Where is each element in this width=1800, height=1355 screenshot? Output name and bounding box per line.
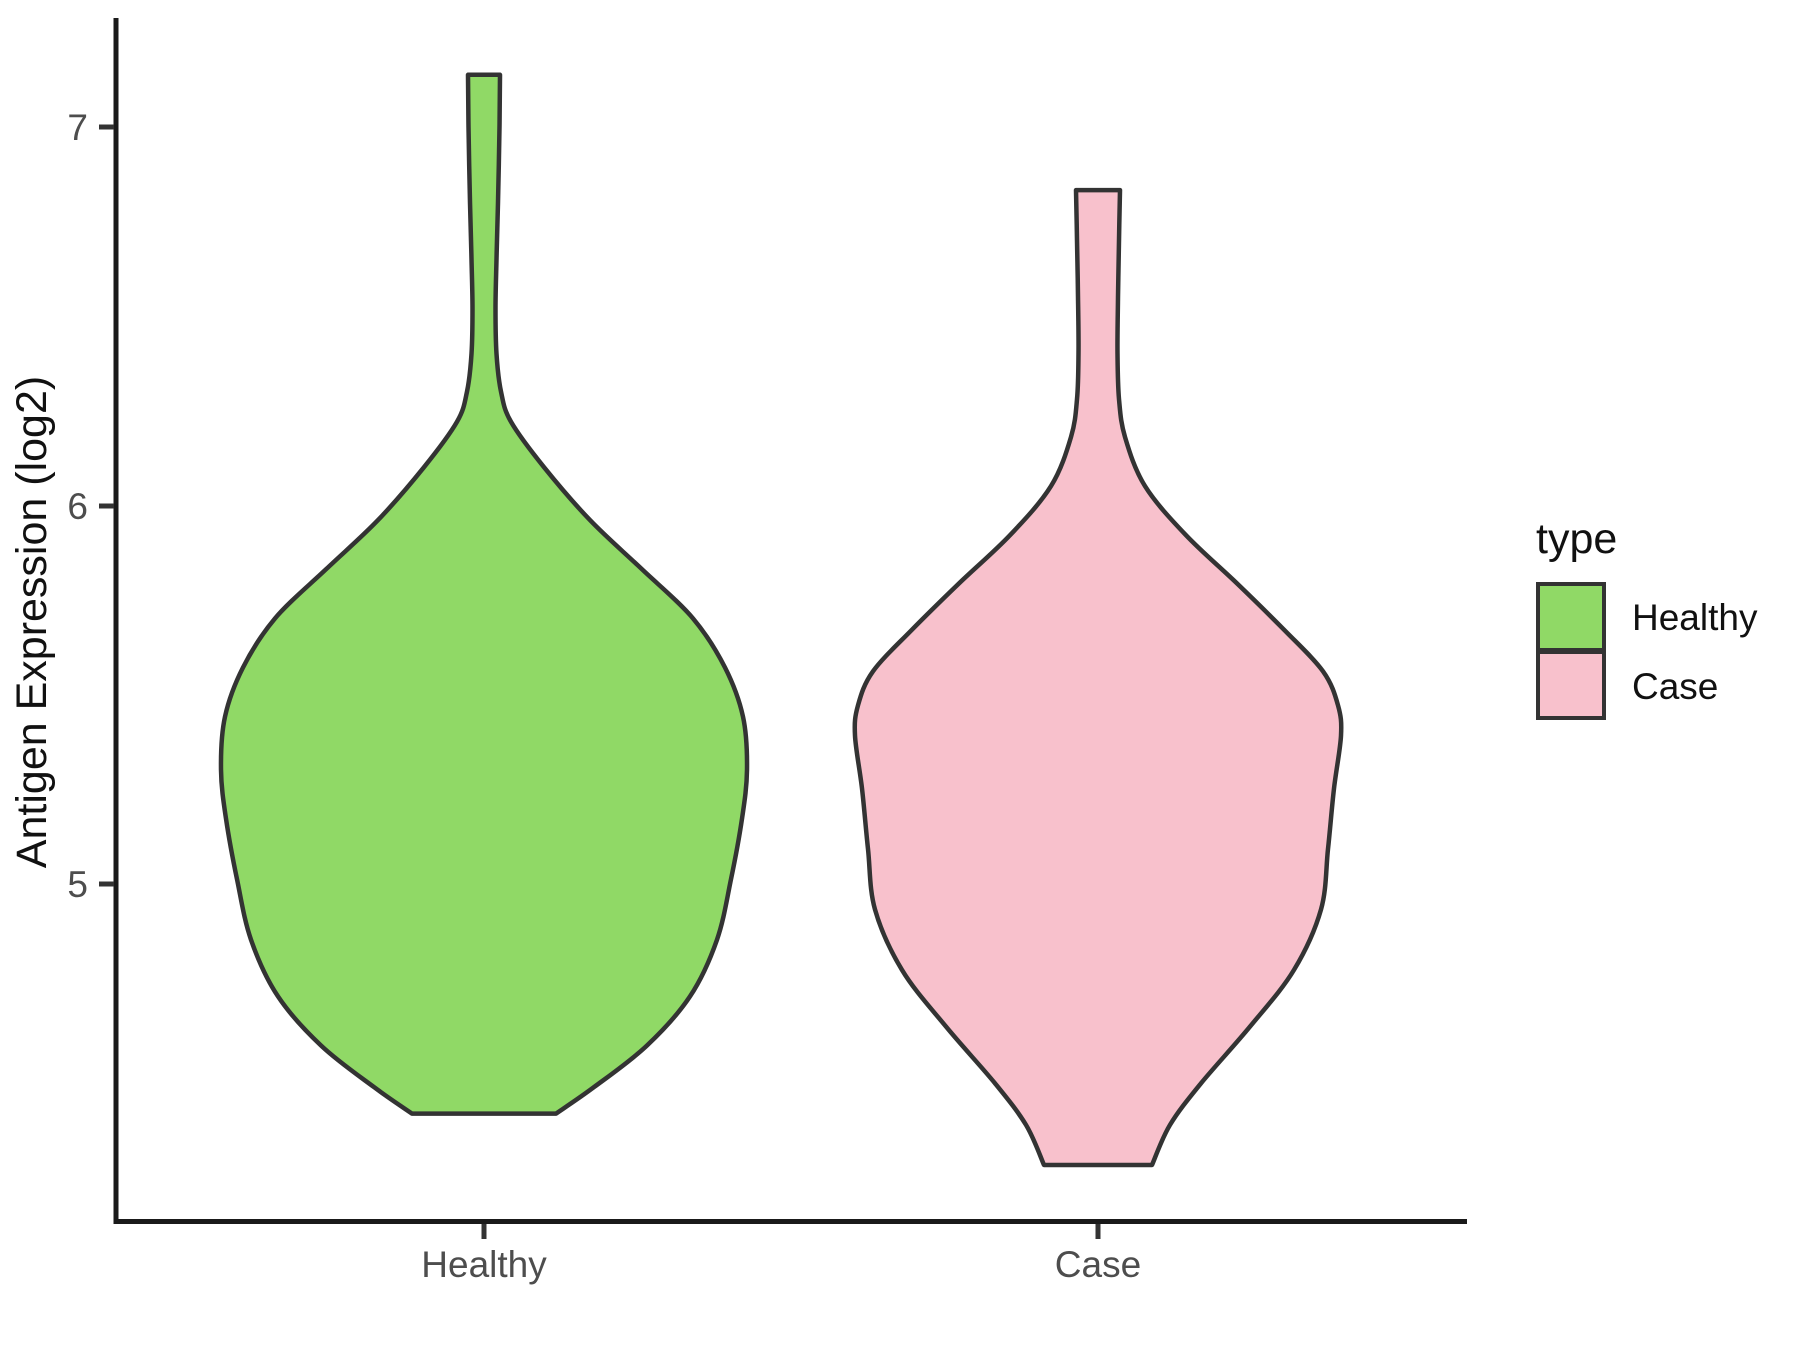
category-label-healthy: Healthy: [421, 1244, 547, 1285]
category-label-case: Case: [1055, 1244, 1141, 1285]
legend: type Healthy Case: [1536, 515, 1758, 720]
violin-case: [852, 187, 1344, 1168]
legend-key-healthy: [1536, 582, 1606, 652]
y-tick-label-5: 5: [67, 864, 88, 905]
y-tick-label-6: 6: [67, 486, 88, 527]
legend-label-healthy: Healthy: [1632, 597, 1758, 638]
legend-key-case: [1536, 650, 1606, 720]
legend-title: type: [1536, 515, 1617, 563]
y-axis-title: Antigen Expression (log2): [8, 376, 56, 868]
legend-label-case: Case: [1632, 666, 1718, 707]
x-axis: Healthy Case: [113, 1219, 1467, 1285]
y-tick-label-7: 7: [67, 107, 88, 148]
y-axis: 7 6 5 Antigen Expression (log2): [8, 18, 119, 1224]
violin-healthy: [218, 72, 750, 1116]
